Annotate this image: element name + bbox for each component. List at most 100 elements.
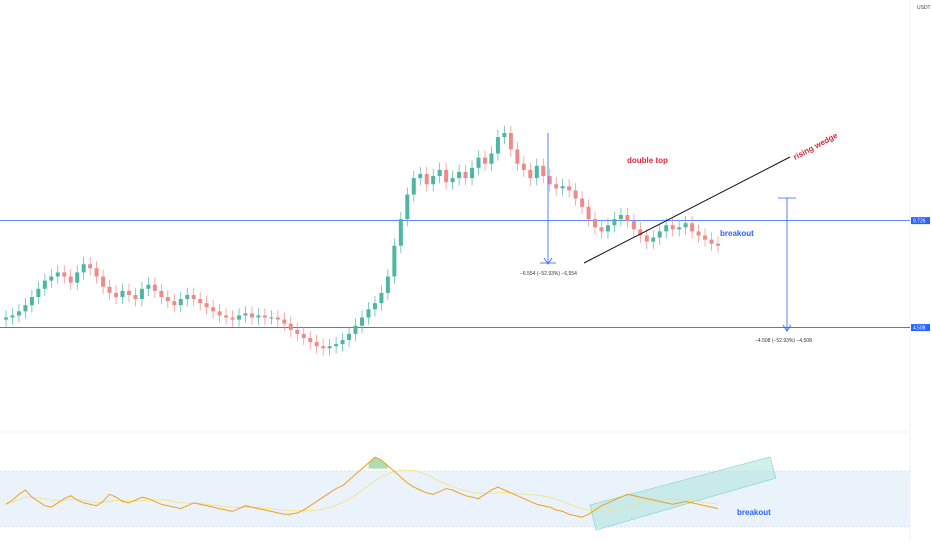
candle [593,219,598,228]
candle [664,225,669,232]
candle [703,235,708,240]
candle [657,231,662,238]
candle [709,239,714,244]
candle [101,276,106,287]
candle [243,313,248,316]
candle [185,294,190,300]
candle [424,174,429,185]
measure-right[interactable] [778,197,796,332]
candle [42,280,47,289]
candle [683,223,688,228]
candle [638,229,643,236]
candle [295,329,300,334]
candle [237,315,242,320]
lower-level-tag: 4.508 [911,324,930,331]
candle [88,264,93,269]
measure-right-label: −4.508 (−52.93%) −4,508 [755,338,812,344]
candle [146,284,151,289]
candle [379,292,384,304]
candle [677,227,682,230]
candle [599,227,604,232]
candle [482,157,487,164]
candle [152,284,157,291]
candle [133,294,138,300]
candle [211,307,216,312]
price-axis[interactable] [910,0,932,550]
rsi-ascending-channel[interactable] [589,456,777,531]
candle [547,176,552,185]
candle [340,340,345,345]
candle [75,272,80,283]
candle [62,272,67,277]
candle [68,276,73,283]
breakout-label-rsi: breakout [737,508,771,517]
candle [411,178,416,195]
candle [418,174,423,179]
candle [612,219,617,226]
candle [230,317,235,320]
candle [644,235,649,242]
candle [625,215,630,222]
candle [670,225,675,230]
breakout-label-price: breakout [720,229,754,238]
candle [696,231,701,236]
candle [55,272,60,277]
candle [308,338,313,343]
candle [495,137,500,154]
candle [528,169,533,179]
candle [120,290,125,297]
candle [353,325,358,334]
svg-text:9.726: 9.726 [913,218,926,224]
candle [560,186,565,189]
candle [716,243,720,246]
candle [49,276,54,281]
candle [301,333,306,338]
candle [515,149,520,164]
candle [463,171,468,179]
candlestick-series [4,125,720,356]
rsi-line [5,456,719,518]
rising-wedge-line[interactable] [583,156,791,264]
candle [4,317,8,320]
candle [372,303,377,310]
candle [16,311,21,316]
candle [81,264,86,273]
rising-wedge-label: rising wedge [792,131,840,162]
candle [334,344,339,347]
candle [159,290,164,297]
candle [314,342,319,347]
candle [262,315,267,318]
candle [275,317,280,320]
candle [554,184,559,189]
candle [10,315,15,318]
candle [107,286,112,293]
candle [94,268,99,277]
candle [224,315,229,318]
measure-left[interactable] [540,133,556,265]
candle [580,198,585,207]
candle [508,133,513,150]
candle [470,167,475,179]
candle [366,309,371,318]
candle [573,190,578,199]
candle [405,194,410,220]
candle [631,221,636,230]
candle [521,163,526,170]
candle [29,297,34,306]
candle [457,171,462,179]
candle [282,319,287,324]
candle [198,299,203,304]
candle [444,169,449,183]
double-top-label: double top [627,156,668,165]
candle [249,313,254,318]
rsi-ma-line [5,469,719,512]
candle [392,245,397,277]
candle [618,215,623,220]
upper-level-tag: 9.726 [911,217,930,224]
candle [360,317,364,326]
candle [327,346,332,349]
price-axis-unit: USDT [917,5,931,11]
candle [256,315,261,318]
candle [178,299,183,306]
